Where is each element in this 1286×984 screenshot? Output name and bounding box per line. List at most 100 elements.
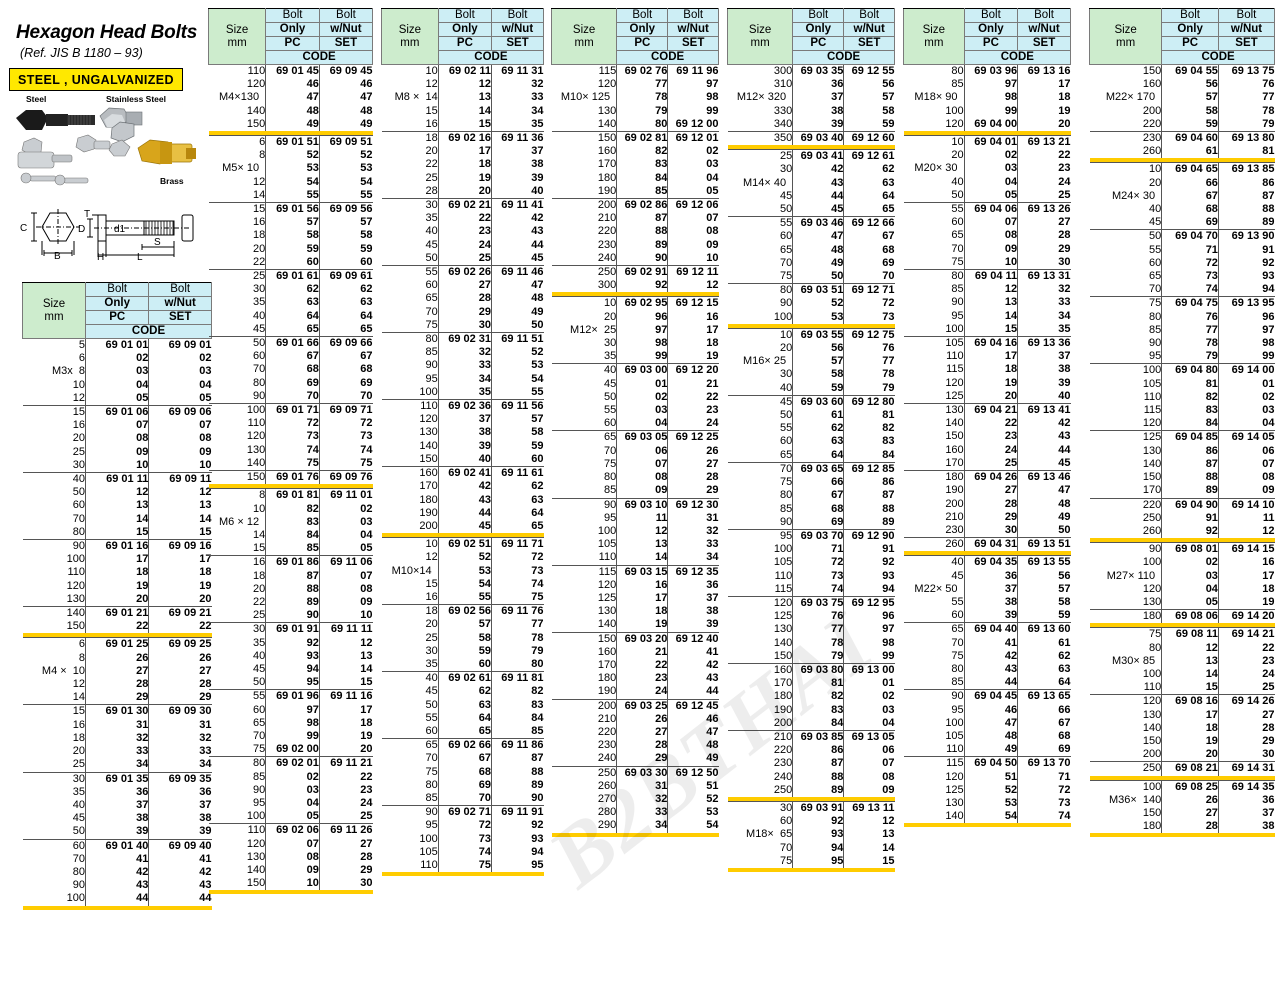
cell-code-set: 08: [1217, 471, 1275, 485]
table-row: 105 69 04 16 69 13 36: [903, 336, 1071, 351]
thread-designation: M22× 170: [1105, 91, 1156, 104]
table-row: 160 69 02 41 69 11 61: [381, 466, 544, 481]
cell-code-pc: 85: [265, 542, 320, 556]
table-row: 125 20 40: [904, 389, 1071, 404]
cell-code-set: 89: [843, 515, 895, 530]
cell-code-set: 34: [148, 758, 212, 772]
table-row: 190 85 05: [552, 184, 719, 199]
cell-code-set: 22: [318, 770, 373, 784]
cell-code-pc: 69 03 25: [616, 698, 668, 713]
cell-code-set: 69 14 31: [1217, 761, 1275, 776]
cell-size: 55: [779, 422, 793, 435]
cell-code-pc: 64: [792, 448, 844, 463]
cell-code-set: 69 13 95: [1217, 296, 1275, 311]
product-photo: Steel Stainless Steel Brass: [8, 92, 198, 200]
table-row: 60 39 59: [904, 609, 1071, 623]
cell-size: 10: [72, 378, 86, 391]
cell-code-pc: 98: [265, 716, 320, 730]
table-row: 130 79 99: [552, 104, 719, 118]
cell-size: 14: [252, 528, 266, 541]
cell-size: 12: [72, 678, 86, 691]
series-separator: [727, 796, 895, 802]
cell-code-pc: 07: [963, 216, 1018, 230]
cell-code-set: 91: [843, 543, 895, 557]
table-row: 230 30 50: [904, 523, 1071, 538]
table-row: 50 25 45: [382, 251, 544, 266]
cell-code-pc: 04: [963, 175, 1018, 189]
cell-code-set: 14: [318, 662, 373, 677]
cell-code-set: 15: [843, 854, 895, 868]
cell-size: 70: [252, 729, 266, 742]
cell-code-set: 20: [318, 743, 373, 757]
table-row: M12× 25 97 17: [552, 323, 719, 338]
cell-code-pc: 52: [792, 297, 844, 311]
cell-size: 80: [1149, 641, 1162, 654]
cell-code-set: 69 13 65: [1017, 689, 1071, 704]
table-row: 170 83 03: [552, 158, 719, 172]
cell-code-pc: 18: [963, 363, 1018, 377]
table-row: 85 97 17: [904, 78, 1071, 92]
cell-code-set: 34: [1017, 309, 1071, 323]
header-bolt-wnut-2: w/Nut: [318, 22, 374, 37]
cell-code-pc: 69 02 26: [437, 265, 492, 280]
cell-code-set: 30: [1217, 748, 1275, 762]
cell-code-set: 69 12 95: [843, 595, 895, 611]
cell-size: 250: [1089, 761, 1162, 776]
table-row: 75 69 02 00 20: [209, 743, 373, 757]
table-row: 140 09 29: [209, 863, 373, 878]
cell-code-pc: 54: [265, 175, 320, 189]
cell-size: 6: [22, 637, 86, 652]
cell-size: 70: [72, 852, 86, 865]
cell-code-pc: 73: [437, 832, 492, 846]
cell-code-set: 31: [148, 718, 212, 732]
cell-size: 100: [419, 832, 438, 845]
cell-code-set: 82: [491, 685, 544, 699]
cell-size: 170: [1142, 484, 1162, 497]
table-row: 16 55 75: [382, 590, 544, 605]
cell-code-pc: 69 01 61: [265, 269, 320, 284]
cell-size: 16: [72, 718, 86, 731]
cell-code-pc: 69 04 35: [963, 555, 1018, 570]
table-row: 100 69 04 80 69 14 00: [1089, 363, 1275, 378]
table-row: 180 82 02: [728, 690, 895, 704]
cell-code-pc: 70: [437, 791, 492, 806]
cell-code-pc: 57: [792, 355, 844, 369]
table-row: M14× 40 43 63: [728, 176, 895, 190]
cell-size: M22× 50: [904, 583, 965, 596]
cell-code-set: 93: [843, 569, 895, 583]
cell-size: 90: [1149, 337, 1162, 350]
cell-size: 50: [72, 486, 86, 499]
table-row: 70 94 14: [728, 841, 895, 855]
table-row: M18× 90 98 18: [904, 91, 1071, 105]
cell-code-set: 69 12 30: [667, 497, 719, 512]
cell-code-pc: 42: [85, 865, 149, 880]
cell-code-set: 54: [667, 819, 719, 833]
table-row: 100 73 93: [382, 832, 544, 846]
cell-code-pc: 69 02 56: [437, 604, 492, 619]
table-row: 18 69 02 56 69 11 76: [381, 604, 544, 619]
cell-size: 290: [597, 819, 617, 832]
cell-size: 65: [779, 243, 793, 256]
table-row: 55 03 23: [552, 404, 719, 418]
table-row: 95 46 66: [904, 703, 1071, 717]
table-row: 30 59 79: [382, 644, 544, 658]
cell-code-pc: 53: [265, 162, 320, 176]
cell-size: 300: [597, 279, 617, 292]
cell-size: 25: [425, 171, 438, 184]
cell-code-set: 93: [1217, 270, 1275, 284]
cell-size: 220: [1089, 497, 1162, 512]
table-row: 75 50 70: [728, 270, 895, 284]
cell-code-pc: 12: [85, 486, 149, 500]
table-row: 30 69 03 91 69 13 11: [727, 800, 895, 816]
table-row: 150 10 30: [209, 877, 373, 891]
cell-code-pc: 11: [616, 511, 668, 525]
header-code: CODE: [963, 50, 1072, 65]
table-row: 12 54 54: [209, 175, 373, 189]
cell-size: 35: [252, 636, 266, 649]
table-row: 110 69 01 45 69 09 45: [208, 64, 373, 79]
series-separator-end: [381, 872, 544, 877]
table-row: 25 69 01 61 69 09 61: [208, 269, 373, 284]
cell-size: 210: [597, 712, 617, 725]
cell-size: 170: [773, 677, 793, 690]
cell-code-set: 46: [318, 78, 373, 92]
